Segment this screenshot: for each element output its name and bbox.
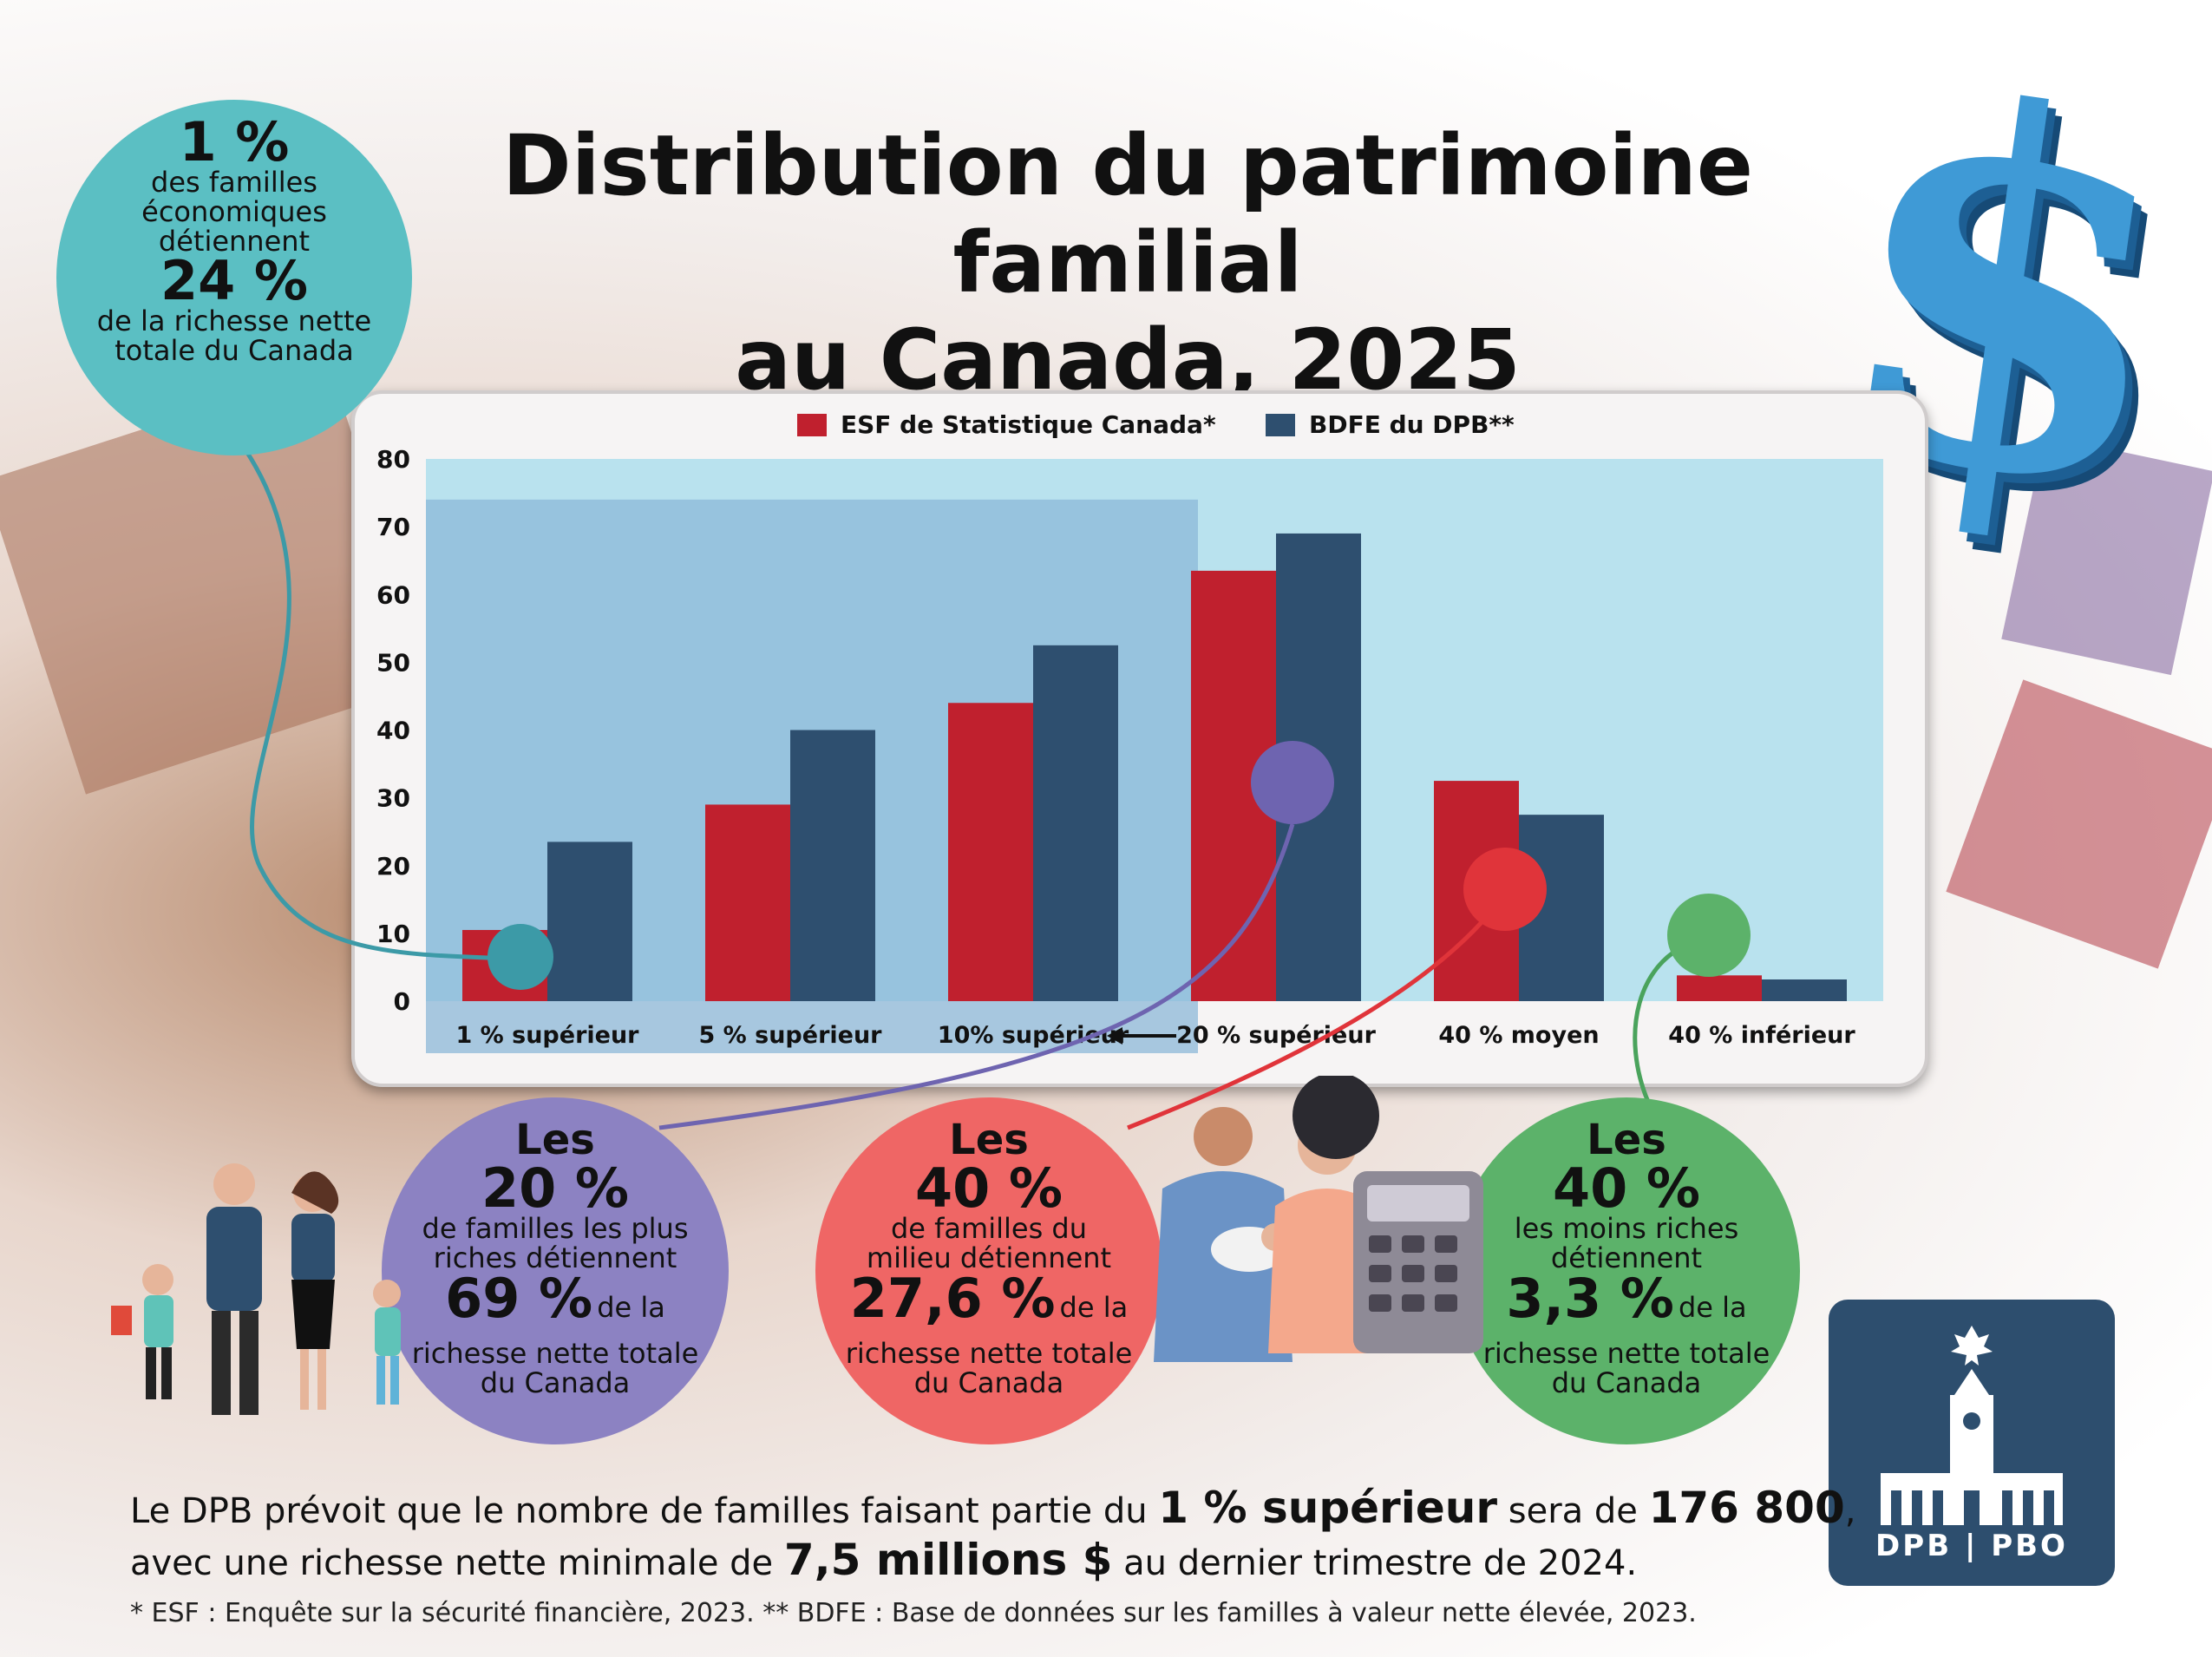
bar-bdfe	[1519, 815, 1604, 1001]
y-tick-label: 20	[376, 852, 410, 881]
footer-text: au dernier trimestre de 2024.	[1123, 1543, 1638, 1583]
bubble-pct: 1 %	[179, 110, 290, 174]
bubble-line: détiennent	[158, 225, 311, 258]
bar-esf	[1677, 975, 1762, 1001]
child-right-figure	[373, 1280, 401, 1405]
bubble-line: richesse nette totale	[411, 1337, 699, 1370]
bubble-line: détiennent	[1550, 1241, 1703, 1274]
y-tick-label: 40	[376, 717, 410, 745]
y-tick-label: 60	[376, 580, 410, 609]
bubble-line: milieu détiennent	[866, 1241, 1112, 1274]
bar-esf	[1191, 570, 1276, 1001]
legend-label-bdfe: BDFE du DPB**	[1309, 410, 1515, 439]
bar-esf	[948, 703, 1033, 1001]
mother-figure	[291, 1171, 339, 1410]
bubble-top-20-percent: Les 20 % de familles les plus riches dét…	[382, 1097, 729, 1444]
bubble-share: 3,3 %	[1506, 1267, 1674, 1330]
bar-chart: 0 10 20 30 40 50 60 70 80 1 % supérieur 5 % supéri…	[376, 410, 1883, 1053]
bar-esf	[705, 804, 790, 1001]
legend-label-esf: ESF de Statistique Canada*	[841, 410, 1216, 439]
legend-swatch-esf	[797, 414, 827, 436]
bubble-share: 24 %	[160, 249, 308, 312]
bubble-line: du Canada	[480, 1366, 631, 1399]
bar-bdfe	[790, 730, 875, 1001]
bubble-line: richesse nette totale	[1482, 1337, 1770, 1370]
y-tick-label: 0	[394, 987, 410, 1016]
bubble-line: de familles les plus	[422, 1212, 689, 1245]
bubble-pct: 20 %	[481, 1156, 629, 1220]
x-tick-label: 40 % inférieur	[1668, 1022, 1855, 1049]
dpb-pbo-logo: DPB | PBO	[1829, 1300, 2115, 1586]
bubble-share-suffix: de la	[597, 1291, 665, 1324]
bar-bdfe	[1762, 979, 1847, 1001]
footer-highlight: 1 % supérieur	[1158, 1483, 1498, 1533]
bar-bdfe	[547, 842, 632, 1001]
legend-swatch-bdfe	[1266, 414, 1295, 436]
y-tick-label: 10	[376, 920, 410, 948]
footer-highlight: 7,5 millions $	[783, 1535, 1113, 1585]
child-left-figure	[111, 1264, 173, 1399]
x-tick-label: 10% supérieur	[938, 1022, 1129, 1049]
bubble-share-suffix: de la	[1678, 1291, 1747, 1324]
bubble-pct: 40 %	[1553, 1156, 1700, 1220]
bubble-line: les moins riches	[1514, 1212, 1739, 1245]
bubble-les: Les	[1587, 1116, 1666, 1164]
bubble-share-suffix: de la	[1059, 1291, 1129, 1324]
calculator-icon	[1353, 1171, 1483, 1353]
bar-esf	[462, 929, 547, 1001]
x-tick-label: 5 % supérieur	[699, 1022, 883, 1049]
bubble-line: des familles	[151, 166, 317, 199]
grandfather-figure	[206, 1163, 262, 1415]
page-title: Distribution du patrimoine familial au C…	[364, 117, 1891, 409]
x-tick-label: 1 % supérieur	[456, 1022, 640, 1049]
parliament-icon	[1881, 1326, 2063, 1525]
footer-text: sera de	[1508, 1491, 1638, 1531]
bubble-line: riches détiennent	[433, 1241, 677, 1274]
x-tick-label: 20 % supérieur	[1176, 1022, 1376, 1049]
chart-panel: 0 10 20 30 40 50 60 70 80 1 % supérieur 5 % supéri…	[351, 390, 1928, 1087]
bubble-les: Les	[949, 1116, 1029, 1164]
footer-highlight: 176 800	[1648, 1483, 1845, 1533]
bubble-share: 27,6 %	[849, 1267, 1056, 1330]
bubble-line: de familles du	[890, 1212, 1087, 1245]
bubble-middle-40-percent: Les 40 % de familles du milieu détiennen…	[815, 1097, 1162, 1444]
bubble-line: du Canada	[1551, 1366, 1702, 1399]
father-figure	[1154, 1107, 1293, 1362]
x-tick-label: 40 % moyen	[1438, 1022, 1599, 1049]
couple-illustration	[1154, 1076, 1483, 1362]
footer-text: avec une richesse nette minimale de	[130, 1543, 774, 1583]
y-tick-label: 70	[376, 513, 410, 541]
bubble-pct: 40 %	[915, 1156, 1063, 1220]
footer-text: ,	[1844, 1491, 1856, 1531]
footer-text: Le DPB prévoit que le nombre de familles…	[130, 1491, 1148, 1531]
bubble-top-1-percent: 1 % des familles économiques détiennent …	[56, 100, 412, 455]
logo-text: DPB | PBO	[1875, 1529, 2068, 1563]
footnote: * ESF : Enquête sur la sécurité financiè…	[130, 1598, 1697, 1628]
bar-esf	[1434, 781, 1519, 1001]
bubble-line: richesse nette totale	[845, 1337, 1133, 1370]
title-line-1: Distribution du patrimoine familial	[502, 117, 1753, 311]
bar-bdfe	[1033, 645, 1118, 1001]
bubble-les: Les	[515, 1116, 595, 1164]
footer-statement: Le DPB prévoit que le nombre de familles…	[130, 1483, 1865, 1588]
y-tick-label: 50	[376, 648, 410, 677]
bubble-line: du Canada	[913, 1366, 1064, 1399]
bubble-bottom-40-percent: Les 40 % les moins riches détiennent 3,3…	[1453, 1097, 1800, 1444]
bubble-line: de la richesse nette	[96, 305, 372, 337]
y-tick-label: 80	[376, 445, 410, 474]
family-illustration	[111, 1163, 401, 1415]
y-tick-label: 30	[376, 784, 410, 813]
bubble-line: totale du Canada	[115, 334, 354, 367]
bubble-line: économiques	[141, 195, 327, 228]
bar-bdfe	[1276, 533, 1361, 1001]
bubble-share: 69 %	[445, 1267, 593, 1330]
